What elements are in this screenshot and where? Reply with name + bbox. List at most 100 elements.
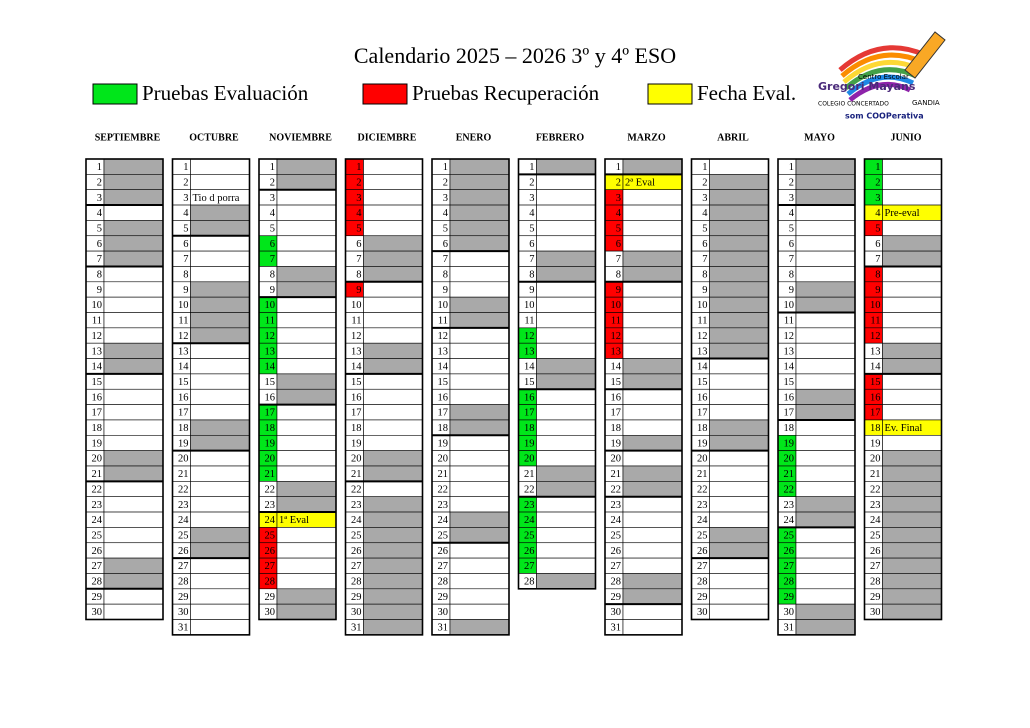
day-cell (103, 434, 164, 451)
day-cell (536, 496, 596, 513)
day-cell (190, 465, 250, 482)
day-number: 19 (351, 438, 362, 449)
day-cell (709, 189, 769, 206)
day-number: 3 (356, 193, 361, 204)
day-number: 30 (351, 607, 362, 618)
day-cell (190, 527, 250, 544)
day-cell (363, 496, 423, 513)
day-cell (449, 281, 510, 298)
day-number: 3 (616, 193, 621, 204)
day-cell (103, 189, 164, 206)
day-cell (363, 588, 423, 605)
day-cell (449, 450, 510, 467)
day-number: 5 (702, 223, 707, 234)
day-number: 27 (784, 561, 795, 572)
day-cell (536, 189, 596, 206)
day-number: 7 (356, 254, 361, 265)
day-number: 12 (870, 331, 881, 342)
day-cell (622, 296, 683, 313)
day-cell (536, 388, 596, 405)
day-number: 5 (270, 223, 275, 234)
day-number: 26 (611, 546, 622, 557)
day-cell (882, 158, 942, 175)
day-number: 8 (875, 270, 880, 281)
day-cell (709, 404, 769, 421)
day-cell (536, 542, 596, 559)
day-number: 2 (356, 177, 361, 188)
day-cell (190, 481, 250, 498)
day-cell (536, 450, 596, 467)
day-cell (536, 527, 596, 544)
day-cell (276, 465, 337, 482)
day-cell (103, 419, 164, 436)
day-number: 31 (784, 623, 795, 634)
day-cell (622, 281, 683, 298)
day-number: 4 (183, 208, 189, 219)
day-cell (709, 220, 769, 237)
day-number: 11 (265, 316, 275, 327)
day-number: 3 (875, 193, 880, 204)
day-number: 12 (524, 331, 535, 342)
day-number: 28 (178, 577, 189, 588)
day-number: 19 (524, 438, 535, 449)
day-cell (449, 619, 510, 636)
day-cell (103, 527, 164, 544)
day-number: 27 (697, 561, 708, 572)
day-cell (882, 434, 942, 451)
day-number: 10 (351, 300, 362, 311)
day-cell (709, 358, 769, 375)
day-number: 23 (92, 500, 103, 511)
day-cell (190, 296, 250, 313)
day-cell (622, 496, 683, 513)
day-cell (363, 388, 423, 405)
day-number: 17 (611, 408, 622, 419)
day-number: 4 (97, 208, 103, 219)
day-number: 10 (265, 300, 276, 311)
day-cell (536, 419, 596, 436)
month-border (85, 158, 164, 621)
logo-text: som COOPerativa (845, 112, 924, 121)
day-number: 17 (92, 408, 103, 419)
day-cell (536, 342, 596, 359)
day-cell (795, 450, 856, 467)
day-cell (536, 204, 596, 221)
day-cell (363, 296, 423, 313)
day-cell (536, 573, 596, 590)
day-number: 19 (870, 438, 881, 449)
day-number: 9 (789, 285, 794, 296)
day-cell (363, 189, 423, 206)
day-number: 25 (524, 530, 535, 541)
day-number: 17 (438, 408, 449, 419)
day-number: 21 (524, 469, 535, 480)
day-number: 18 (178, 423, 189, 434)
day-number: 4 (702, 208, 708, 219)
day-cell (709, 158, 769, 175)
day-number: 9 (97, 285, 102, 296)
day-cell (103, 174, 164, 191)
day-cell (882, 527, 942, 544)
day-number: 1 (529, 162, 534, 173)
day-cell (276, 450, 337, 467)
day-cell (709, 511, 769, 528)
day-cell (622, 312, 683, 329)
day-number: 4 (356, 208, 362, 219)
day-cell (882, 588, 942, 605)
day-cell (363, 419, 423, 436)
day-number: 26 (524, 546, 535, 557)
day-number: 23 (870, 500, 881, 511)
day-cell (190, 588, 250, 605)
day-cell (795, 281, 856, 298)
day-number: 11 (524, 316, 534, 327)
day-number: 13 (178, 346, 189, 357)
day-number: 22 (178, 484, 189, 495)
day-cell (190, 434, 250, 451)
day-cell (795, 312, 856, 329)
day-number: 4 (789, 208, 795, 219)
day-number: 6 (97, 239, 102, 250)
day-cell (190, 496, 250, 513)
day-number: 4 (443, 208, 449, 219)
day-cell (449, 204, 510, 221)
day-cell (882, 481, 942, 498)
day-cell (103, 250, 164, 267)
day-number: 29 (611, 592, 622, 603)
